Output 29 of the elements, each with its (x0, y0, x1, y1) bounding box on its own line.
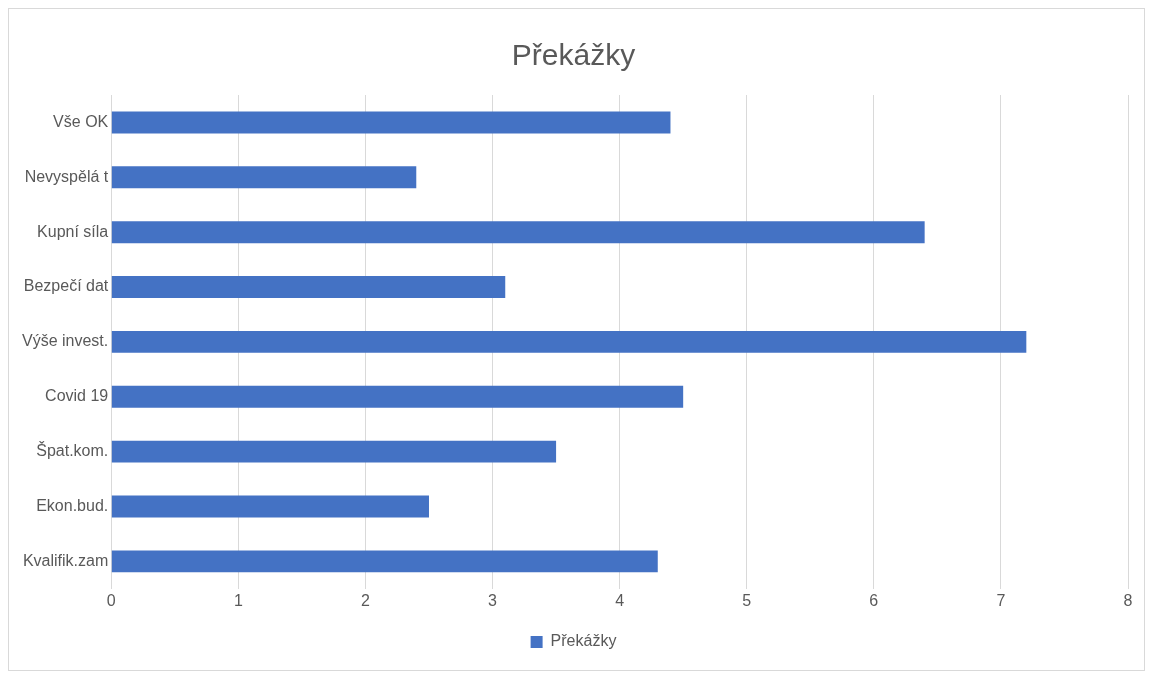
legend-label: Překážky (550, 632, 617, 650)
y-tick-label: Nevyspělá t (24, 167, 109, 185)
y-tick-label: Vše OK (53, 112, 109, 130)
y-tick-label: Špat.kom. (36, 441, 109, 460)
x-tick-label: 4 (615, 591, 625, 609)
bar (111, 495, 429, 518)
y-tick-label: Kvalifik.zam (22, 551, 109, 569)
y-tick-label: Výše invest. (21, 332, 109, 350)
bar (111, 440, 557, 463)
x-tick-label: 7 (996, 591, 1006, 609)
x-tick-label: 8 (1123, 591, 1133, 609)
bar (111, 385, 684, 408)
chart-title: Překážky (511, 38, 636, 72)
x-tick-label: 0 (106, 591, 116, 609)
x-tick-label: 5 (742, 591, 752, 609)
bar (111, 166, 417, 189)
y-tick-label: Ekon.bud. (36, 496, 109, 514)
x-tick-label: 2 (360, 591, 370, 609)
bar (111, 550, 658, 573)
bar (111, 276, 506, 299)
x-tick-label: 6 (869, 591, 879, 609)
x-tick-label: 3 (488, 591, 498, 609)
y-tick-label: Covid 19 (45, 387, 109, 405)
bar (111, 221, 925, 244)
bar (111, 111, 671, 134)
y-tick-label: Kupní síla (37, 222, 109, 240)
y-tick-label: Bezpečí dat (23, 277, 109, 295)
bar (111, 330, 1027, 353)
x-tick-label: 1 (233, 591, 243, 609)
